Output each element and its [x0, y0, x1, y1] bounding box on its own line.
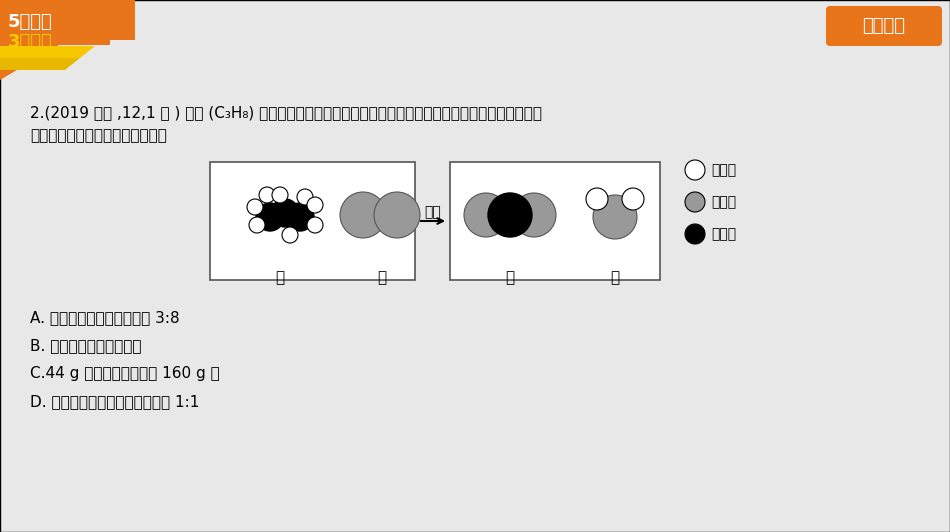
Circle shape [272, 187, 288, 203]
Polygon shape [0, 58, 80, 70]
Circle shape [593, 195, 637, 239]
Text: 丁: 丁 [611, 270, 619, 286]
Circle shape [488, 193, 532, 237]
Polygon shape [0, 0, 135, 80]
Text: D. 生成的丙与丁的分子个数比为 1:1: D. 生成的丙与丁的分子个数比为 1:1 [30, 394, 200, 409]
Circle shape [307, 197, 323, 213]
Circle shape [271, 199, 299, 227]
Polygon shape [0, 0, 135, 40]
Polygon shape [0, 0, 110, 45]
Circle shape [374, 192, 420, 238]
Circle shape [685, 192, 705, 212]
FancyBboxPatch shape [826, 6, 942, 46]
Circle shape [685, 224, 705, 244]
Circle shape [464, 193, 508, 237]
Text: 栏目索引: 栏目索引 [863, 17, 905, 35]
Text: 下。下列说法正确的是　（　　）: 下。下列说法正确的是 （ ） [30, 128, 167, 143]
Circle shape [586, 188, 608, 210]
Circle shape [297, 189, 313, 205]
Circle shape [259, 187, 275, 203]
Polygon shape [0, 46, 95, 58]
Circle shape [247, 199, 263, 215]
Circle shape [249, 217, 265, 233]
Text: 碳原子: 碳原子 [711, 227, 736, 241]
Text: 5年中考: 5年中考 [8, 13, 53, 31]
Circle shape [286, 203, 314, 231]
Text: 3年模拟: 3年模拟 [8, 33, 53, 51]
Circle shape [256, 203, 284, 231]
Text: 丙: 丙 [505, 270, 515, 286]
FancyBboxPatch shape [210, 162, 415, 280]
Text: A. 甲中碳、氢元素质量比为 3:8: A. 甲中碳、氢元素质量比为 3:8 [30, 310, 180, 325]
Circle shape [282, 227, 298, 243]
Text: 2.(2019 北京 ,12,1 分 ) 丙烷 (C₃H₈) 是液化石油气的主要成分之一，燃烧前后分子种类变化的微观示意图如: 2.(2019 北京 ,12,1 分 ) 丙烷 (C₃H₈) 是液化石油气的主要… [30, 105, 542, 120]
FancyBboxPatch shape [450, 162, 660, 280]
Text: 甲: 甲 [276, 270, 285, 286]
Text: C.44 g 甲完全燃烧至少需 160 g 乙: C.44 g 甲完全燃烧至少需 160 g 乙 [30, 366, 219, 381]
Circle shape [685, 160, 705, 180]
Circle shape [340, 192, 386, 238]
Text: 乙: 乙 [377, 270, 387, 286]
Text: 氢原子: 氢原子 [711, 163, 736, 177]
Circle shape [622, 188, 644, 210]
Text: 点燃: 点燃 [425, 205, 442, 219]
Text: B. 乙和丙的元素组成相同: B. 乙和丙的元素组成相同 [30, 338, 142, 353]
Text: 氧原子: 氧原子 [711, 195, 736, 209]
Circle shape [512, 193, 556, 237]
Circle shape [307, 217, 323, 233]
